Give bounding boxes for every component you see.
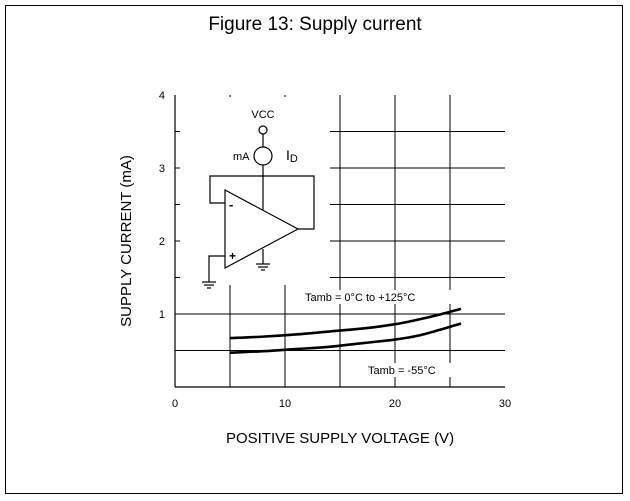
y-tick-label: 3 (159, 163, 165, 175)
op-amp-triangle (224, 188, 300, 270)
series-label-1: Tamb = -55°C (368, 365, 436, 377)
series-line-0 (229, 307, 462, 340)
vcc-label: VCC (251, 109, 274, 121)
current-label: ID (286, 147, 298, 165)
y-tick-label: 2 (159, 236, 165, 248)
x-tick-label: 0 (172, 398, 178, 410)
series-label-background-1 (366, 363, 474, 377)
x-axis-title: POSITIVE SUPPLY VOLTAGE (V) (226, 430, 454, 447)
feedback-loop (209, 175, 315, 230)
series-label-background-0 (303, 290, 468, 304)
inverting-input-sign: - (229, 197, 233, 212)
x-tick-label: 10 (279, 398, 291, 410)
x-tick-label: 30 (499, 398, 511, 410)
figure-frame (5, 5, 623, 494)
y-axis-title: SUPPLY CURRENT (mA) (118, 155, 135, 327)
x-tick-label: 20 (389, 398, 401, 410)
noninverting-input-wire (208, 255, 225, 282)
figure-title: Figure 13: Supply current (208, 14, 422, 35)
milliamp-label: mA (233, 151, 250, 163)
series-label-0: Tamb = 0°C to +125°C (305, 292, 415, 304)
y-tick-label: 1 (159, 309, 165, 321)
series-line-1 (229, 322, 462, 354)
noninverting-input-sign: + (229, 249, 236, 263)
test-circuit-diagram: VCC mA ID - + (180, 97, 330, 289)
circuit-background (180, 97, 330, 285)
y-tick-label: 4 (159, 90, 165, 102)
